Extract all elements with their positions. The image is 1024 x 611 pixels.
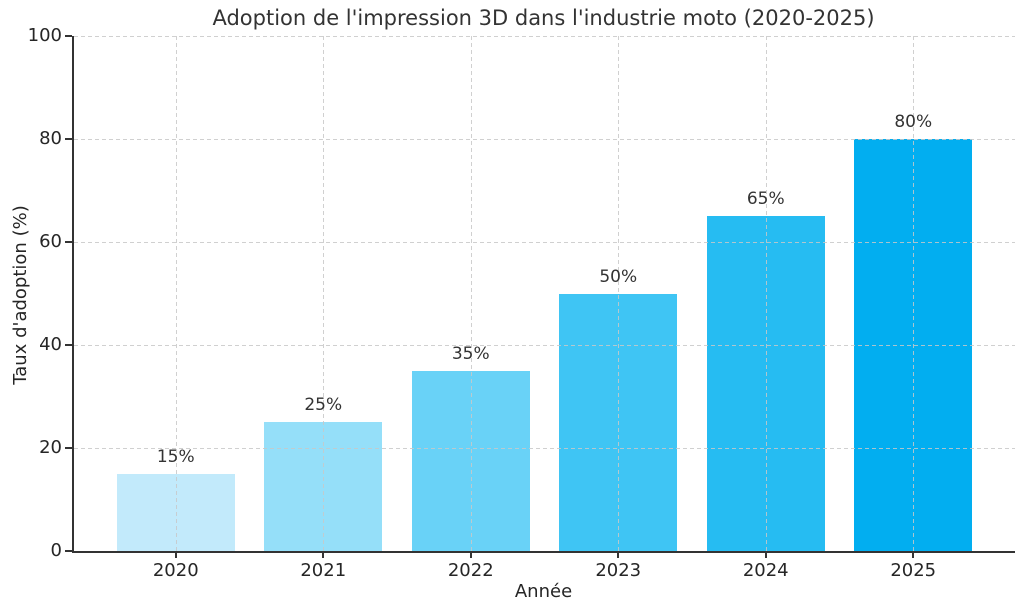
y-tick-mark-40 (65, 344, 72, 346)
bar-2023 (559, 293, 678, 551)
x-tick-mark-2024 (764, 553, 767, 558)
gridline-horizontal-60 (74, 242, 1015, 243)
bar-2024 (706, 216, 825, 551)
y-tick-label-60: 60 (39, 231, 62, 252)
x-tick-mark-2025 (912, 553, 915, 558)
gridline-horizontal-40 (74, 345, 1015, 346)
x-tick-mark-2022 (469, 553, 472, 558)
gridline-horizontal-80 (74, 139, 1015, 140)
y-tick-mark-100 (65, 35, 72, 37)
gridline-vertical-2021 (323, 36, 325, 551)
gridline-horizontal-20 (74, 448, 1015, 449)
bar-value-label-2022: 35% (451, 343, 490, 364)
y-axis-label: Taux d'adoption (%) (10, 205, 31, 385)
bar-value-label-2025: 80% (894, 112, 933, 132)
gridline-vertical-2022 (470, 36, 472, 551)
bar-value-label-2023: 50% (599, 266, 638, 287)
y-tick-label-0: 0 (50, 540, 62, 561)
chart-title: Adoption de l'impression 3D dans l'indus… (212, 6, 875, 30)
bar-value-label-2020: 15% (156, 446, 195, 467)
y-tick-mark-80 (65, 138, 72, 140)
x-tick-mark-2023 (617, 553, 620, 558)
bar-2020 (116, 473, 235, 551)
gridline-vertical-2023 (618, 36, 620, 551)
gridline-vertical-2020 (175, 36, 177, 551)
gridline-vertical-2024 (765, 36, 767, 551)
y-tick-label-40: 40 (39, 334, 62, 355)
x-tick-label-2022: 2022 (447, 560, 494, 581)
gridline-vertical-2025 (913, 36, 915, 551)
x-tick-label-2020: 2020 (152, 560, 199, 581)
y-tick-mark-0 (65, 550, 72, 552)
x-tick-label-2024: 2024 (742, 560, 789, 581)
bar-value-label-2021: 25% (304, 395, 343, 416)
x-tick-label-2021: 2021 (300, 560, 347, 581)
x-tick-label-2025: 2025 (890, 560, 937, 581)
y-tick-label-100: 100 (27, 25, 62, 46)
y-tick-mark-60 (65, 241, 72, 243)
y-tick-label-20: 20 (39, 437, 62, 458)
x-axis-label: Année (514, 581, 573, 602)
bar-2021 (264, 422, 383, 551)
plot-area: 0 20 40 60 80 100 2020 2021 2022 2023 2024 2025 15% 2… (28, 25, 1015, 581)
bar-value-label-2024: 65% (746, 189, 785, 210)
x-tick-mark-2021 (322, 553, 325, 558)
y-tick-label-80: 80 (39, 128, 62, 149)
x-tick-mark-2020 (174, 553, 177, 558)
y-tick-mark-20 (65, 447, 72, 449)
x-tick-label-2023: 2023 (595, 560, 642, 581)
bar-2022 (411, 370, 530, 551)
gridline-horizontal-100 (74, 36, 1015, 37)
